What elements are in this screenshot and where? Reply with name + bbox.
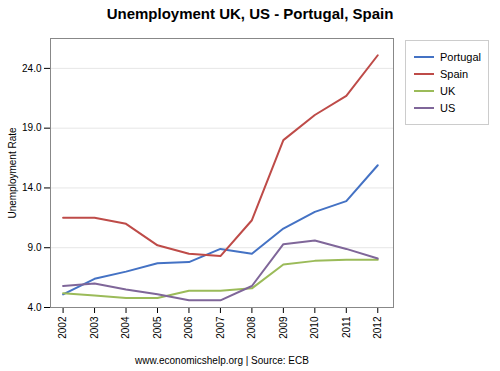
svg-text:www.economicshelp.org | Source: www.economicshelp.org | Source: ECB [134, 355, 309, 366]
svg-text:2012: 2012 [372, 316, 383, 339]
svg-text:2005: 2005 [152, 316, 163, 339]
svg-text:19.0: 19.0 [22, 122, 42, 133]
svg-text:9.0: 9.0 [28, 242, 42, 253]
svg-text:2007: 2007 [215, 316, 226, 339]
html-text:US: US [440, 102, 456, 114]
svg-text:2011: 2011 [340, 316, 351, 338]
svg-text:24.0: 24.0 [22, 63, 42, 74]
svg-text:2009: 2009 [278, 316, 289, 339]
html-text:Portugal: Portugal [440, 51, 481, 63]
svg-text:4.0: 4.0 [28, 302, 42, 313]
svg-text:Unemployment Rate: Unemployment Rate [7, 127, 18, 219]
svg-text:2008: 2008 [246, 316, 257, 339]
svg-text:2006: 2006 [183, 316, 194, 339]
svg-text:14.0: 14.0 [22, 182, 42, 193]
html-text:UK: UK [440, 85, 456, 97]
html-text:Spain: Spain [440, 68, 469, 80]
svg-text:2002: 2002 [57, 316, 68, 339]
svg-text:2010: 2010 [309, 316, 320, 339]
svg-text:2003: 2003 [89, 316, 100, 339]
html-text:Unemployment UK, US - Portugal: Unemployment UK, US - Portugal, Spain [106, 5, 394, 22]
svg-text:2004: 2004 [120, 316, 131, 339]
